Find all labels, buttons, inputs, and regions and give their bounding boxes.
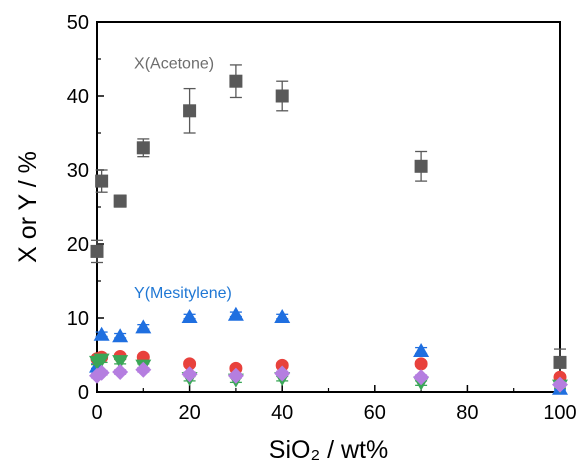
data-point [181,366,198,383]
data-point [112,328,129,343]
series-triangle-up [89,306,568,395]
data-point [113,194,127,208]
data-point [181,309,198,324]
data-point [229,74,243,88]
series-triangle-down [89,353,568,394]
series-annotation: Y(Mesitylene) [134,285,232,302]
x-tick-label: 40 [271,402,293,424]
x-tick-label: 60 [364,402,386,424]
data-point [135,361,152,378]
y-axis-title: X or Y / % [14,151,42,263]
x-tick-label: 0 [91,402,102,424]
x-tick-label: 100 [543,402,576,424]
x-tick-label: 80 [456,402,478,424]
x-axis-title-text: SiO₂ / wt% [269,436,388,464]
series-square [90,64,567,377]
data-point [90,244,104,258]
data-point [93,364,110,381]
data-point [183,104,197,118]
data-point [413,343,430,358]
data-point [552,376,568,393]
data-point [112,364,129,381]
data-point [95,174,109,188]
y-tick-label: 20 [67,234,89,256]
series-diamond [89,361,568,393]
y-tick-label: 10 [67,308,89,330]
series-annotation: X(Acetone) [134,56,214,73]
series-layer [89,64,568,395]
data-point [227,367,244,384]
x-axis: 0 20 40 60 80 100 [91,385,577,424]
annotations: X(Acetone) Y(Mesitylene) [134,56,232,302]
series-circle [90,349,567,384]
data-point [274,365,291,382]
y-tick-label: 50 [67,12,89,34]
data-point [183,357,197,371]
data-point [414,159,428,173]
y-tick-label: 30 [67,160,89,182]
y-tick-label: 0 [78,382,89,404]
data-point [275,89,289,103]
data-point [135,319,152,334]
x-tick-label: 20 [178,402,200,424]
data-point [136,141,150,155]
data-point [275,358,289,372]
data-point [414,357,428,371]
x-axis-title: SiO₂ / wt% [269,436,388,464]
data-point [553,355,567,369]
data-point [93,326,110,341]
data-point [227,306,244,321]
y-axis: 0 10 20 30 40 50 [67,12,104,404]
data-point [112,355,129,370]
data-point [413,369,430,386]
plot-area [96,21,561,393]
y-tick-label: 40 [67,86,89,108]
data-point [93,353,110,368]
plot-frame [96,21,561,393]
data-point [274,309,291,324]
